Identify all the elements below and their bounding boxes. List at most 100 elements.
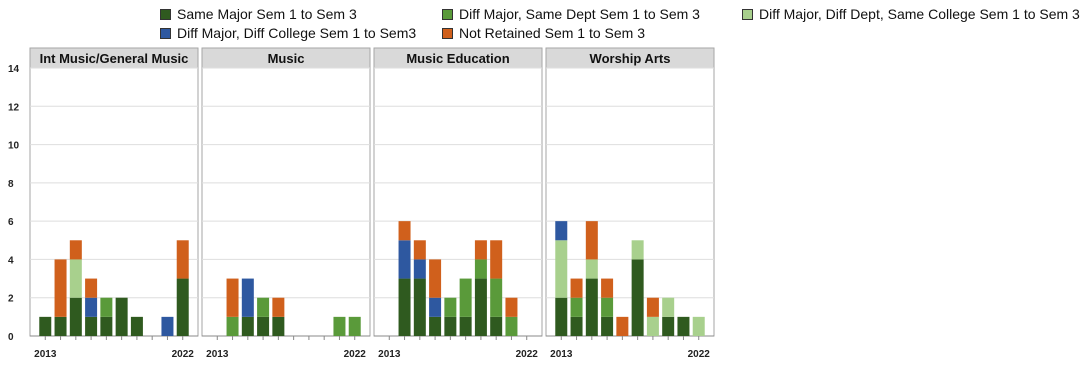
bar-segment (85, 316, 98, 336)
legend-item-diff-major-same-dept: Diff Major, Same Dept Sem 1 to Sem 3 (442, 6, 700, 22)
bar-segment (555, 240, 568, 298)
bar-segment (69, 297, 82, 336)
y-tick-label: 6 (8, 217, 14, 228)
bar-segment (662, 316, 675, 336)
bar-segment (54, 259, 67, 317)
bar-segment (85, 297, 98, 317)
bar-segment (429, 316, 442, 336)
x-tick-label: 2013 (206, 349, 229, 360)
bar-segment (54, 316, 67, 336)
legend-label: Diff Major, Same Dept Sem 1 to Sem 3 (459, 6, 700, 22)
bar-segment (333, 316, 346, 336)
legend-label: Diff Major, Diff College Sem 1 to Sem3 (177, 25, 417, 41)
bar-segment (692, 316, 705, 336)
x-tick-label: 2022 (516, 349, 539, 360)
x-tick-label: 2022 (172, 349, 195, 360)
bar-segment (490, 316, 503, 336)
bar-segment (555, 297, 568, 336)
legend-swatch (442, 27, 453, 39)
chart-legend: Same Major Sem 1 to Sem 3 Diff Major, Sa… (0, 6, 1092, 42)
panel-title: Int Music/General Music (40, 51, 189, 66)
bar-segment (100, 297, 113, 317)
bar-segment (444, 297, 457, 317)
bar-segment (585, 278, 598, 336)
bar-segment (585, 221, 598, 260)
x-tick-label: 2013 (378, 349, 401, 360)
bar-segment (241, 316, 254, 336)
legend-label: Same Major Sem 1 to Sem 3 (177, 6, 357, 22)
legend-swatch (160, 27, 171, 39)
panel-title: Music Education (406, 51, 509, 66)
bar-segment (490, 278, 503, 317)
panel-title: Music (268, 51, 305, 66)
legend-item-diff-dept-same-college: Diff Major, Diff Dept, Same College Sem … (742, 6, 1080, 22)
legend-item-diff-college: Diff Major, Diff College Sem 1 to Sem3 (160, 25, 416, 41)
y-tick-label: 2 (8, 294, 14, 305)
bar-segment (601, 278, 614, 298)
bar-segment (69, 240, 82, 260)
bar-segment (474, 259, 487, 279)
y-tick-label: 10 (8, 141, 20, 152)
bar-segment (69, 259, 82, 298)
bar-segment (601, 297, 614, 317)
bar-segment (398, 221, 411, 241)
y-tick-label: 4 (8, 255, 14, 266)
bar-segment (570, 297, 583, 317)
bar-segment (631, 240, 644, 260)
y-tick-label: 0 (8, 332, 14, 343)
bar-segment (505, 297, 518, 317)
bar-segment (272, 316, 285, 336)
bar-segment (490, 240, 503, 279)
bar-segment (398, 240, 411, 279)
bar-segment (161, 316, 174, 336)
bar-segment (241, 278, 254, 317)
bar-segment (631, 259, 644, 336)
bar-segment (413, 259, 426, 279)
bar-segment (176, 240, 189, 279)
y-tick-label: 14 (8, 64, 20, 75)
x-tick-label: 2022 (344, 349, 367, 360)
legend-label: Diff Major, Diff Dept, Same College Sem … (759, 6, 1080, 22)
panel-title: Worship Arts (590, 51, 671, 66)
bar-segment (677, 316, 690, 336)
bar-segment (555, 221, 568, 241)
bar-segment (429, 259, 442, 298)
bar-segment (429, 297, 442, 317)
x-tick-label: 2013 (34, 349, 57, 360)
bar-segment (474, 278, 487, 336)
bar-segment (176, 278, 189, 336)
bar-segment (444, 316, 457, 336)
bar-segment (474, 240, 487, 260)
bar-segment (39, 316, 52, 336)
bar-segment (348, 316, 361, 336)
bar-segment (662, 297, 675, 317)
y-tick-label: 8 (8, 179, 14, 190)
bar-segment (100, 316, 113, 336)
legend-swatch (160, 8, 171, 20)
bar-segment (570, 316, 583, 336)
legend-label: Not Retained Sem 1 to Sem 3 (459, 25, 645, 41)
bar-segment (257, 316, 270, 336)
bar-segment (413, 240, 426, 260)
bar-segment (601, 316, 614, 336)
bar-segment (646, 316, 659, 336)
bar-segment (226, 316, 239, 336)
bar-segment (257, 297, 270, 317)
bar-segment (413, 278, 426, 336)
bar-segment (226, 278, 239, 317)
x-tick-label: 2013 (550, 349, 573, 360)
legend-swatch (442, 8, 453, 20)
bar-segment (398, 278, 411, 336)
bar-segment (505, 316, 518, 336)
x-tick-label: 2022 (688, 349, 711, 360)
bar-segment (115, 297, 128, 336)
bar-segment (130, 316, 143, 336)
bar-segment (85, 278, 98, 298)
bar-segment (570, 278, 583, 298)
bar-segment (646, 297, 659, 317)
bar-segment (616, 316, 629, 336)
y-tick-label: 12 (8, 102, 20, 113)
legend-item-same-major: Same Major Sem 1 to Sem 3 (160, 6, 357, 22)
bar-segment (272, 297, 285, 317)
